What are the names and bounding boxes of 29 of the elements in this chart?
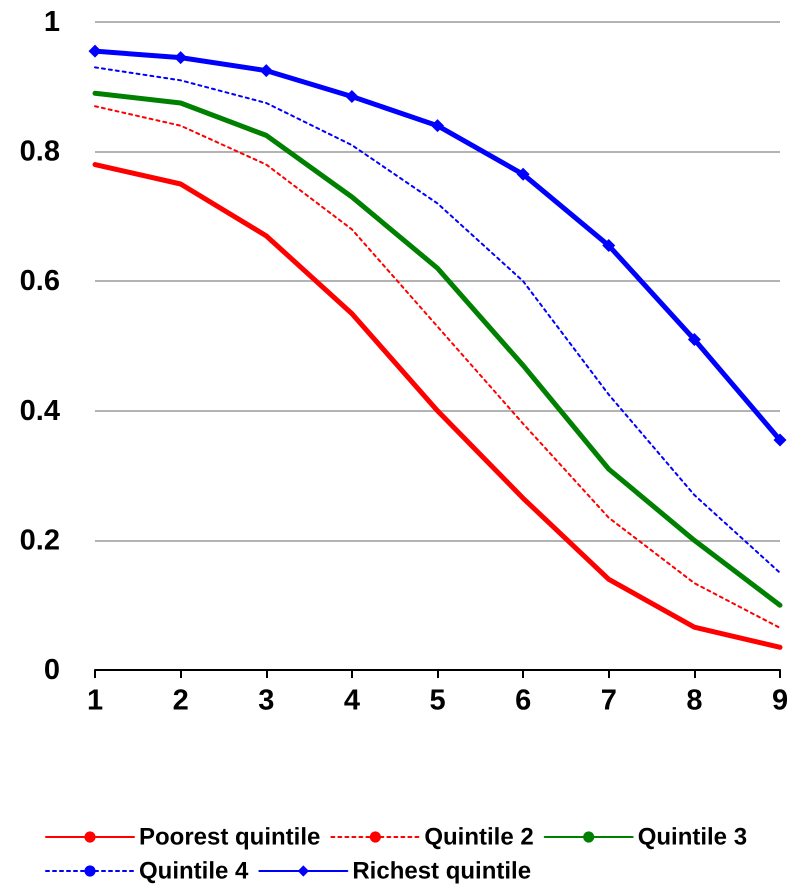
x-tick-label: 8	[686, 684, 702, 716]
point	[174, 51, 188, 64]
x-tick-label: 3	[258, 684, 274, 716]
point	[516, 168, 530, 181]
x-tick-label: 2	[172, 684, 189, 716]
point	[688, 333, 701, 346]
x-tick-label: 9	[772, 684, 788, 716]
x-tick-label: 1	[86, 684, 104, 716]
legend-label: Quintile 4	[139, 858, 249, 884]
legend-label: Quintile 2	[424, 824, 534, 850]
y-tick-label: 0.8	[20, 136, 60, 168]
legend-label: Quintile 3	[638, 824, 748, 850]
y-tick-label: 0.4	[20, 394, 60, 427]
y-tick-label: 0	[44, 654, 60, 686]
x-tick-label: 4	[344, 684, 360, 716]
point	[260, 64, 273, 78]
legend-label: Poorest quintile	[139, 824, 320, 850]
x-tick-label: 7	[600, 684, 617, 716]
point	[774, 433, 786, 446]
point	[431, 119, 444, 132]
point	[88, 44, 102, 58]
legend-label: Richest quintile	[352, 858, 532, 884]
y-tick-label: 1	[44, 6, 60, 38]
x-tick-label: 5	[429, 684, 446, 716]
point	[602, 239, 616, 252]
y-tick-label: 0.2	[20, 524, 60, 556]
y-tick-label: 0.6	[20, 265, 60, 298]
x-tick-label: 6	[515, 684, 532, 716]
point	[345, 90, 358, 104]
